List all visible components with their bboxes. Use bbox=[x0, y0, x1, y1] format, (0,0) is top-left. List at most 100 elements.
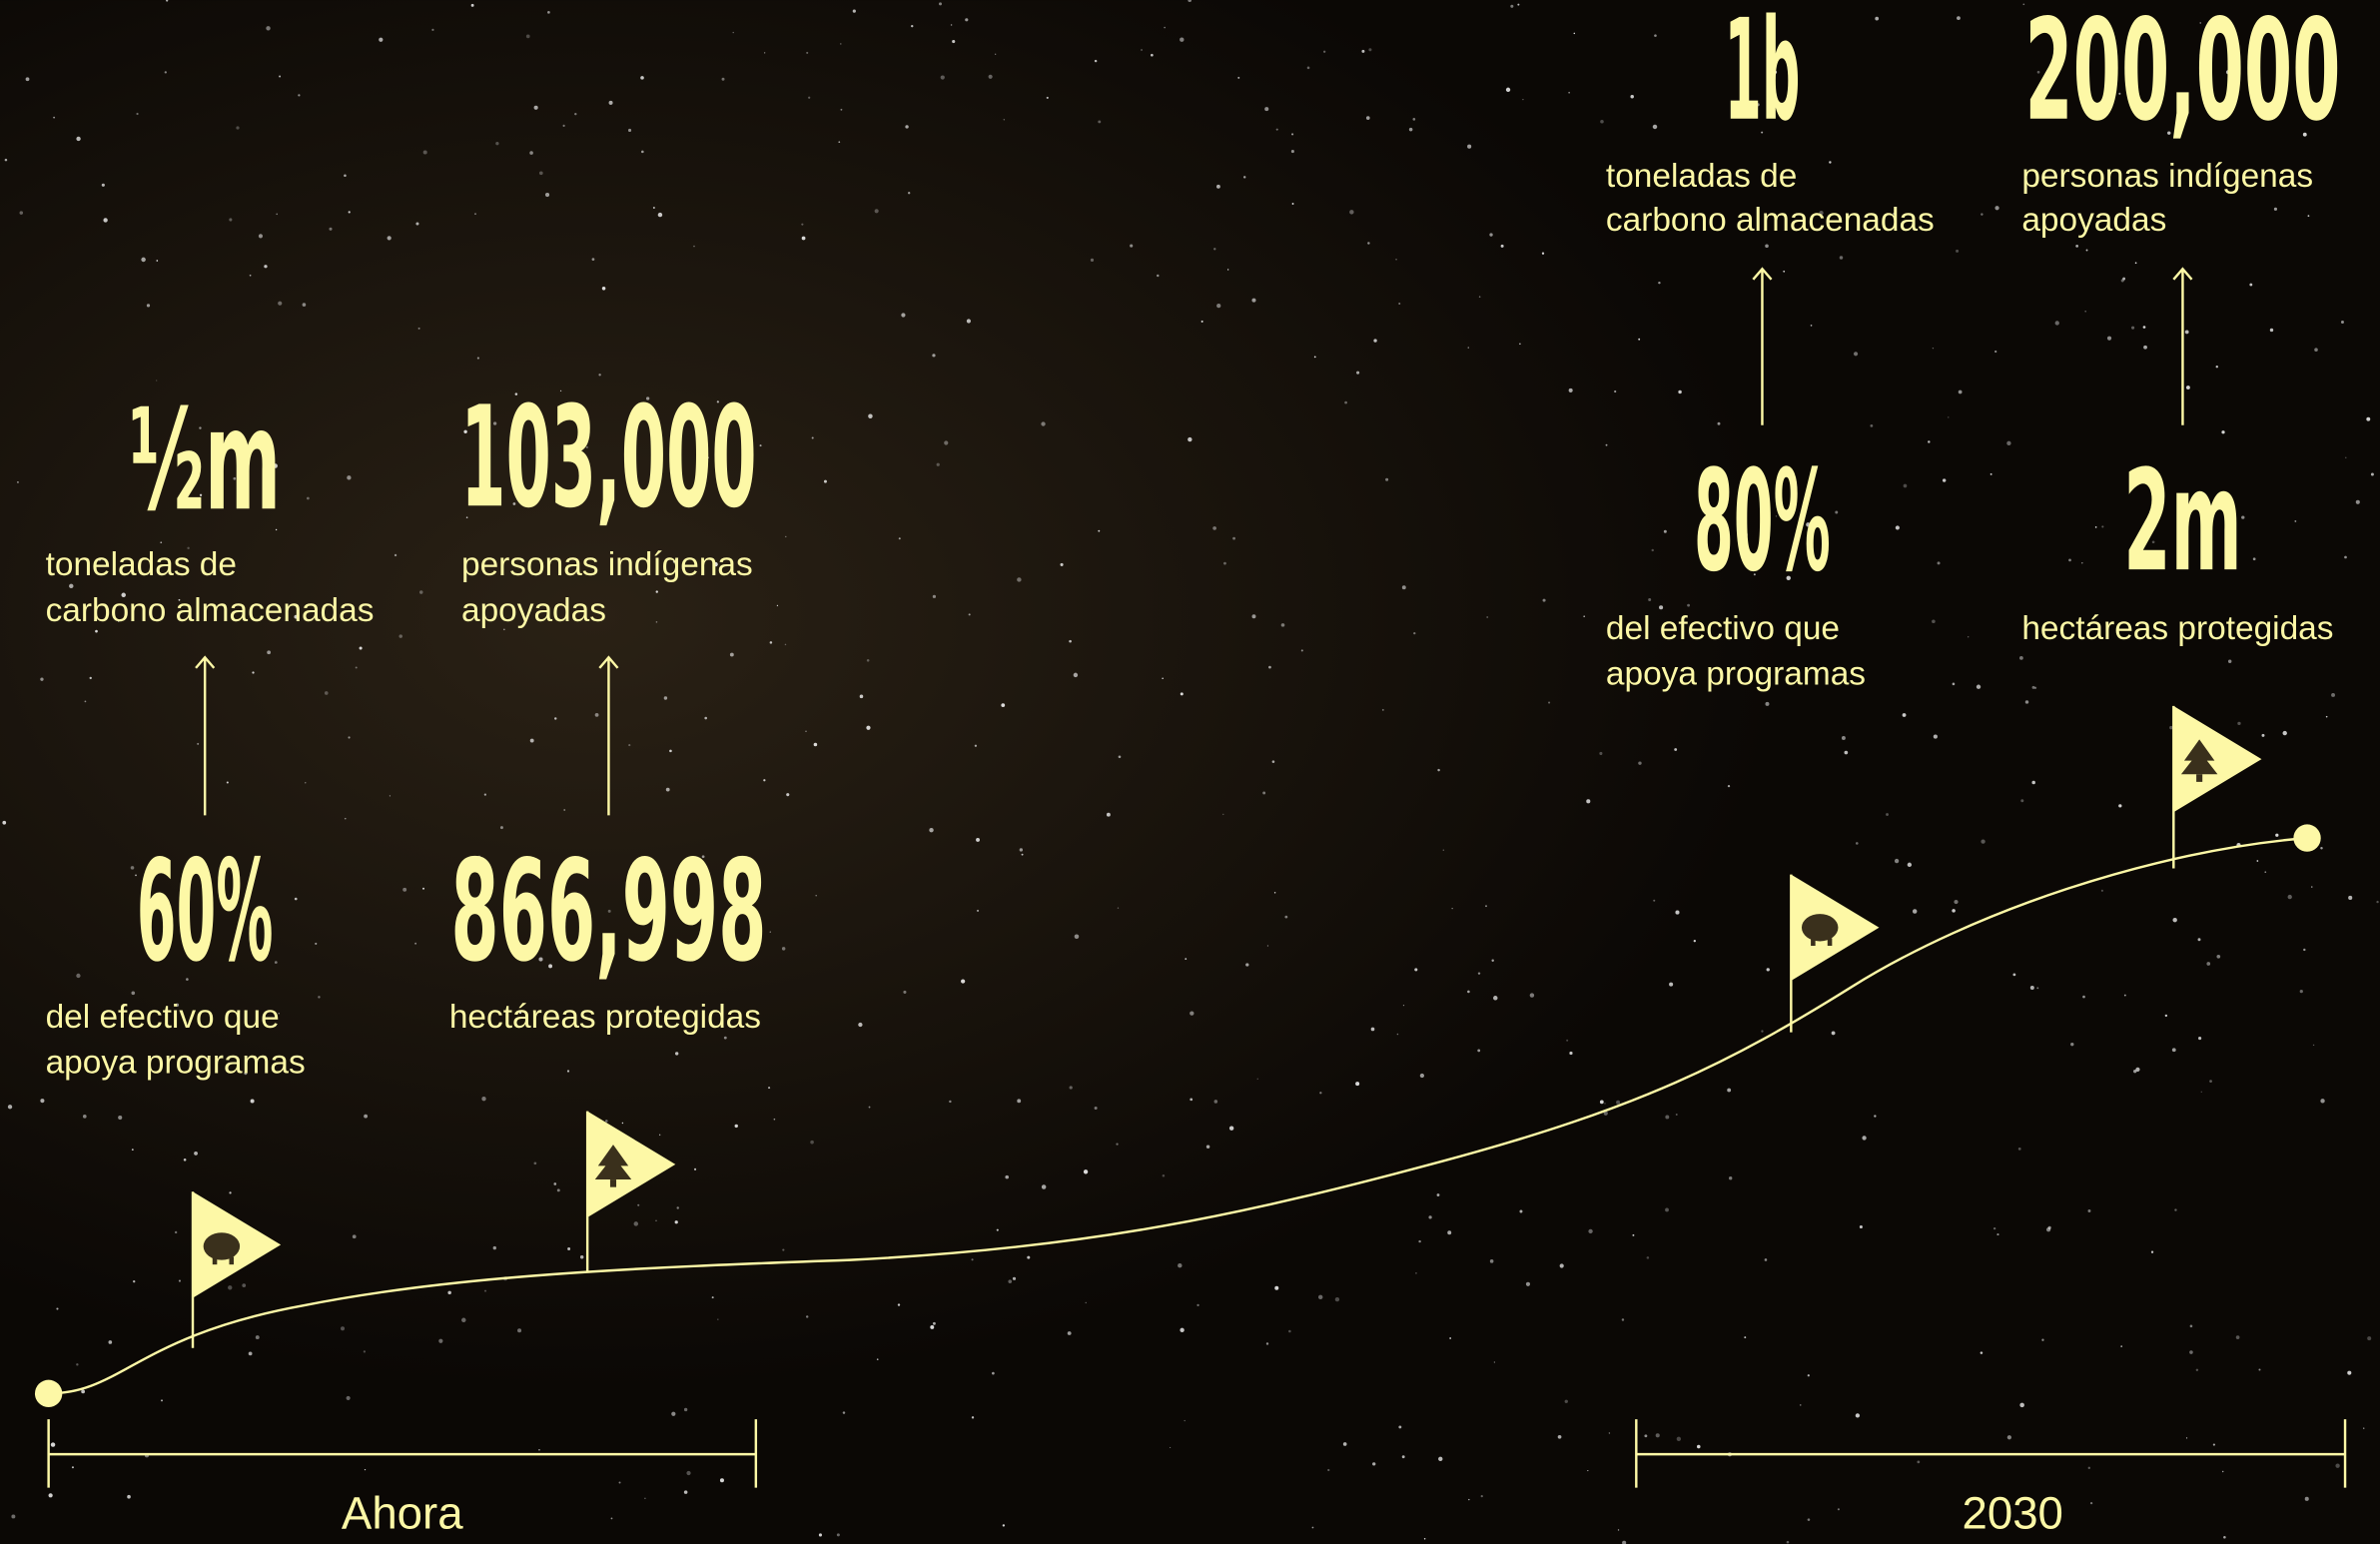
star bbox=[1481, 1495, 1483, 1497]
star bbox=[1395, 259, 1397, 261]
star bbox=[1257, 1079, 1258, 1080]
star bbox=[131, 991, 135, 995]
star bbox=[1243, 176, 1245, 178]
star bbox=[390, 795, 391, 796]
star bbox=[2236, 1335, 2240, 1339]
star bbox=[353, 1234, 357, 1238]
star bbox=[2367, 1336, 2371, 1340]
star bbox=[250, 275, 252, 277]
star bbox=[1213, 248, 1215, 250]
star bbox=[1428, 1215, 1431, 1218]
star bbox=[264, 265, 267, 268]
star bbox=[1385, 478, 1388, 481]
star bbox=[2135, 262, 2137, 264]
star bbox=[684, 1408, 687, 1411]
star bbox=[1875, 17, 1879, 21]
star bbox=[493, 1246, 496, 1249]
star bbox=[644, 1498, 645, 1499]
star bbox=[72, 1466, 74, 1468]
star bbox=[735, 1125, 738, 1128]
star bbox=[414, 943, 416, 945]
star bbox=[161, 1399, 163, 1401]
star bbox=[1994, 206, 1998, 210]
star bbox=[592, 258, 595, 261]
timeline-label: 2030 bbox=[1963, 1488, 2063, 1539]
star bbox=[1367, 242, 1369, 244]
star bbox=[1903, 713, 1907, 717]
star bbox=[1957, 16, 1961, 20]
star bbox=[438, 1339, 442, 1343]
stat-value: 2m bbox=[2123, 439, 2242, 602]
star bbox=[1765, 1258, 1768, 1261]
star bbox=[40, 677, 43, 680]
star bbox=[1162, 677, 1164, 679]
star bbox=[1467, 991, 1470, 994]
star bbox=[1588, 1229, 1592, 1233]
star bbox=[2151, 1251, 2153, 1253]
star bbox=[147, 304, 150, 307]
star bbox=[1566, 1040, 1568, 1042]
star bbox=[782, 947, 785, 950]
star bbox=[901, 313, 905, 317]
stat-label: del efectivo que bbox=[46, 999, 280, 1036]
star bbox=[1409, 128, 1413, 132]
star bbox=[2206, 962, 2210, 966]
star bbox=[2055, 321, 2059, 325]
stat-value: 866,998 bbox=[450, 830, 766, 993]
star bbox=[1318, 1295, 1322, 1299]
star bbox=[2133, 1070, 2136, 1073]
star bbox=[1783, 271, 1785, 273]
star bbox=[1008, 1279, 1012, 1283]
star bbox=[1996, 1233, 1998, 1235]
star bbox=[259, 234, 263, 238]
star bbox=[1069, 640, 1072, 643]
star bbox=[2335, 1464, 2339, 1468]
star bbox=[1402, 1455, 1405, 1458]
star bbox=[347, 475, 351, 479]
star bbox=[704, 717, 707, 720]
star bbox=[1468, 1499, 1469, 1500]
star bbox=[1212, 526, 1216, 530]
stat-label: carbono almacenadas bbox=[46, 592, 375, 629]
star bbox=[2169, 726, 2172, 729]
star bbox=[1382, 709, 1384, 711]
star bbox=[1569, 1052, 1572, 1055]
star bbox=[1485, 905, 1487, 907]
star bbox=[2326, 716, 2328, 718]
star bbox=[2070, 1043, 2073, 1046]
stat-label: hectáreas protegidas bbox=[2021, 610, 2333, 647]
star bbox=[1216, 304, 1220, 308]
star bbox=[1252, 614, 1256, 618]
star bbox=[1994, 351, 1996, 353]
star bbox=[675, 1052, 678, 1055]
star bbox=[2196, 1369, 2198, 1371]
star bbox=[2221, 430, 2224, 433]
star bbox=[2256, 860, 2258, 862]
star bbox=[1403, 1005, 1404, 1006]
star bbox=[1251, 299, 1255, 303]
star bbox=[1327, 1469, 1329, 1471]
stat-label: apoyadas bbox=[461, 592, 606, 629]
star bbox=[837, 1533, 840, 1536]
star bbox=[266, 26, 270, 30]
star bbox=[1606, 444, 1608, 446]
star bbox=[1003, 1524, 1005, 1526]
star bbox=[1896, 525, 1900, 529]
star bbox=[967, 319, 971, 323]
star bbox=[2249, 284, 2252, 287]
star bbox=[1292, 203, 1294, 205]
star bbox=[609, 101, 613, 105]
star bbox=[1519, 343, 1521, 345]
star bbox=[554, 717, 556, 719]
star bbox=[782, 1248, 784, 1250]
star bbox=[1543, 599, 1546, 602]
star bbox=[722, 78, 725, 81]
star bbox=[349, 211, 351, 213]
star bbox=[1638, 339, 1640, 341]
star bbox=[256, 1335, 260, 1339]
star bbox=[995, 54, 996, 55]
star bbox=[1956, 250, 1959, 253]
star bbox=[1838, 1508, 1840, 1510]
star bbox=[905, 125, 908, 128]
star bbox=[1490, 1259, 1494, 1263]
